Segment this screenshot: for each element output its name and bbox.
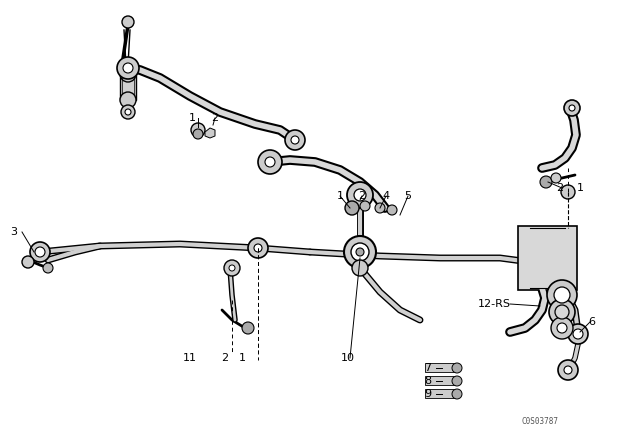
Circle shape [123,63,133,73]
Circle shape [540,176,552,188]
Circle shape [344,236,376,268]
Text: 2: 2 [211,113,219,123]
Circle shape [452,363,462,373]
Circle shape [557,323,567,333]
Text: 2: 2 [221,353,228,363]
Circle shape [22,256,34,268]
Circle shape [564,366,572,374]
Circle shape [554,287,570,303]
Text: 7: 7 [424,363,431,373]
Circle shape [345,201,359,215]
Circle shape [191,123,205,137]
Text: 1: 1 [239,353,246,363]
Text: 6: 6 [589,317,595,327]
Circle shape [561,185,575,199]
Circle shape [564,100,580,116]
Circle shape [569,105,575,111]
Circle shape [452,389,462,399]
Circle shape [387,205,397,215]
Circle shape [120,92,136,108]
Circle shape [352,260,368,276]
Circle shape [254,244,262,252]
Polygon shape [205,128,215,138]
Circle shape [285,130,305,150]
Circle shape [229,265,235,271]
Circle shape [117,57,139,79]
Circle shape [121,105,135,119]
Text: 3: 3 [10,227,17,237]
Text: 8: 8 [424,376,431,386]
Text: 11: 11 [183,353,197,363]
Circle shape [551,173,561,183]
Circle shape [360,201,370,211]
Circle shape [248,238,268,258]
Text: 10: 10 [341,353,355,363]
FancyBboxPatch shape [120,74,136,100]
Text: 5: 5 [404,191,412,201]
Circle shape [573,329,583,339]
Circle shape [549,299,575,325]
Circle shape [351,243,369,261]
FancyBboxPatch shape [425,363,455,372]
Text: 2: 2 [556,183,564,193]
Circle shape [224,260,240,276]
Circle shape [193,129,203,139]
Circle shape [568,324,588,344]
Circle shape [120,66,136,82]
Circle shape [354,189,366,201]
Text: 1: 1 [577,183,584,193]
Circle shape [122,16,134,28]
Circle shape [30,242,50,262]
Text: 1: 1 [337,191,344,201]
Text: 12-RS: 12-RS [477,299,511,309]
Circle shape [551,317,573,339]
Circle shape [356,248,364,256]
Circle shape [555,305,569,319]
Circle shape [452,376,462,386]
Text: 4: 4 [383,191,390,201]
Text: 2: 2 [358,191,365,201]
Circle shape [347,182,373,208]
Circle shape [547,280,577,310]
FancyBboxPatch shape [518,226,577,290]
Text: 9: 9 [424,389,431,399]
FancyBboxPatch shape [425,389,455,398]
Text: 1: 1 [189,113,195,123]
Circle shape [375,203,385,213]
Circle shape [242,322,254,334]
Circle shape [125,109,131,115]
Text: C0S03787: C0S03787 [522,418,559,426]
FancyBboxPatch shape [425,376,455,385]
Circle shape [258,150,282,174]
Circle shape [35,247,45,257]
Circle shape [291,136,299,144]
Circle shape [43,263,53,273]
Circle shape [265,157,275,167]
Circle shape [558,360,578,380]
